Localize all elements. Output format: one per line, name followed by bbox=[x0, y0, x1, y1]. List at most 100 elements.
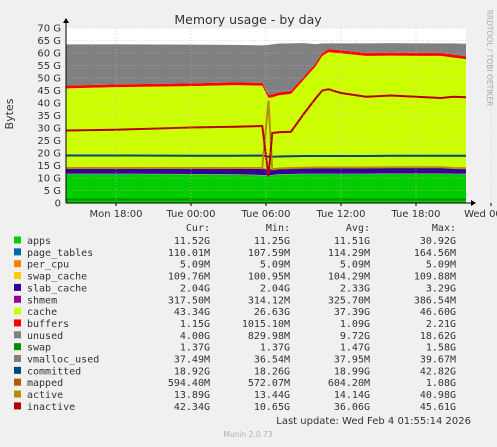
legend-value-cur: 18.92G bbox=[174, 366, 210, 377]
line-committed bbox=[66, 154, 466, 158]
y-tick-label: 20 G bbox=[37, 149, 61, 160]
legend-value-max: 1.58G bbox=[426, 343, 456, 354]
y-tick-label: 10 G bbox=[37, 174, 61, 185]
legend-value-max: 164.56M bbox=[414, 248, 456, 259]
legend-value-cur: 37.49M bbox=[174, 355, 210, 366]
y-tick-label: 40 G bbox=[37, 99, 61, 110]
legend-header: Min: bbox=[266, 223, 290, 234]
legend-value-avg: 104.29M bbox=[328, 272, 370, 283]
area-swap-cache bbox=[66, 173, 466, 176]
y-tick-label: 70 G bbox=[37, 24, 61, 35]
line-active bbox=[66, 100, 467, 171]
legend-value-min: 36.54M bbox=[254, 355, 290, 366]
legend-value-max: 18.62G bbox=[420, 331, 456, 342]
legend-value-max: 3.29G bbox=[426, 283, 456, 294]
legend-series-name: page_tables bbox=[27, 248, 93, 259]
legend-value-max: 386.54M bbox=[414, 295, 456, 306]
legend-value-max: 46.60G bbox=[420, 307, 456, 318]
legend-header: Cur: bbox=[186, 223, 210, 234]
legend-value-cur: 11.52G bbox=[174, 236, 210, 247]
legend-swatch bbox=[14, 295, 21, 303]
area-unused bbox=[66, 43, 466, 95]
legend-value-max: 39.67M bbox=[420, 355, 456, 366]
legend-series-name: vmalloc_used bbox=[27, 355, 99, 366]
legend-swatch bbox=[14, 236, 21, 244]
x-tick-label: Mon 18:00 bbox=[89, 209, 142, 220]
area-page-tables bbox=[66, 173, 466, 176]
x-tick-label: Tue 00:00 bbox=[165, 209, 215, 220]
x-tick-label: Tue 06:00 bbox=[240, 209, 290, 220]
legend-value-avg: 1.47G bbox=[340, 343, 370, 354]
legend-header: Avg: bbox=[346, 223, 370, 234]
legend-value-cur: 43.34G bbox=[174, 307, 210, 318]
x-tick-label: Tue 12:00 bbox=[315, 209, 365, 220]
legend-value-cur: 13.89G bbox=[174, 390, 210, 401]
legend-value-max: 40.98G bbox=[420, 390, 456, 401]
y-tick-label: 25 G bbox=[37, 136, 61, 147]
legend-value-avg: 14.14G bbox=[334, 390, 370, 401]
y-tick-label: 35 G bbox=[37, 111, 61, 122]
y-tick-label: 30 G bbox=[37, 124, 61, 135]
legend-value-max: 109.88M bbox=[414, 272, 456, 283]
legend-value-max: 45.61G bbox=[420, 402, 456, 413]
area-buffers bbox=[66, 49, 466, 98]
legend-value-cur: 594.40M bbox=[168, 378, 210, 389]
legend-value-avg: 36.06G bbox=[334, 402, 370, 413]
x-tick-label: Wed 00:00 bbox=[464, 209, 497, 220]
legend-swatch bbox=[14, 260, 21, 268]
y-tick-label: 50 G bbox=[37, 74, 61, 85]
legend-series-name: active bbox=[27, 390, 63, 401]
legend-swatch bbox=[14, 331, 21, 339]
legend-value-avg: 37.95M bbox=[334, 355, 370, 366]
legend-value-min: 1015.10M bbox=[242, 319, 290, 330]
legend-series-name: per_cpu bbox=[27, 260, 69, 271]
legend-value-min: 5.09M bbox=[260, 260, 290, 271]
y-tick-label: 0 bbox=[55, 199, 61, 210]
plot-area: 0 5 G10 G 15 G20 G 25 G30 G 35 G40 G 45 G50 G… bbox=[37, 18, 497, 220]
legend-value-avg: 2.33G bbox=[340, 283, 370, 294]
legend-swatch bbox=[14, 319, 21, 327]
legend-series-name: mapped bbox=[27, 378, 63, 389]
legend-swatch bbox=[14, 283, 21, 291]
legend-swatch bbox=[14, 390, 21, 398]
y-axis-label: Bytes bbox=[3, 98, 16, 129]
legend-series-name: apps bbox=[27, 236, 51, 247]
legend-swatch bbox=[14, 248, 21, 256]
legend-value-avg: 604.20M bbox=[328, 378, 370, 389]
rrdtool-watermark: RRDTOOL / TOBI OETIKER bbox=[485, 10, 494, 107]
legend-series-name: buffers bbox=[27, 319, 69, 330]
legend-value-cur: 1.15G bbox=[180, 319, 210, 330]
legend-value-min: 18.26G bbox=[254, 366, 290, 377]
legend-value-min: 107.59M bbox=[248, 248, 290, 259]
legend-swatch bbox=[14, 343, 21, 351]
legend-series-name: committed bbox=[27, 366, 81, 377]
legend-value-min: 10.65G bbox=[254, 402, 290, 413]
legend-value-cur: 2.04G bbox=[180, 283, 210, 294]
legend-series-name: shmem bbox=[27, 295, 57, 306]
chart-title: Memory usage - by day bbox=[174, 12, 322, 27]
legend-series-name: swap_cache bbox=[27, 272, 87, 283]
legend-series-name: slab_cache bbox=[27, 283, 87, 294]
y-tick-label: 45 G bbox=[37, 86, 61, 97]
y-tick-label: 65 G bbox=[37, 36, 61, 47]
legend-value-cur: 317.50M bbox=[168, 295, 210, 306]
legend-value-avg: 9.72G bbox=[340, 331, 370, 342]
y-tick-label: 5 G bbox=[44, 186, 61, 197]
legend-series-name: swap bbox=[27, 343, 51, 354]
legend-value-min: 1.37G bbox=[260, 343, 290, 354]
area-cache bbox=[66, 52, 466, 170]
munin-version-footer: Munin 2.0.73 bbox=[223, 430, 272, 439]
last-update-text: Last update: Wed Feb 4 01:55:14 2026 bbox=[276, 416, 471, 427]
legend: Cur: Min: Avg: Max: apps 11.52G 11.25G 11.51G 30… bbox=[14, 223, 456, 413]
y-tick-label: 60 G bbox=[37, 49, 61, 60]
legend-value-max: 42.82G bbox=[420, 366, 456, 377]
legend-value-avg: 325.70M bbox=[328, 295, 370, 306]
legend-value-cur: 42.34G bbox=[174, 402, 210, 413]
legend-value-cur: 110.01M bbox=[168, 248, 210, 259]
legend-swatch bbox=[14, 366, 21, 374]
legend-value-min: 2.04G bbox=[260, 283, 290, 294]
legend-value-min: 11.25G bbox=[254, 236, 290, 247]
legend-value-avg: 114.29M bbox=[328, 248, 370, 259]
